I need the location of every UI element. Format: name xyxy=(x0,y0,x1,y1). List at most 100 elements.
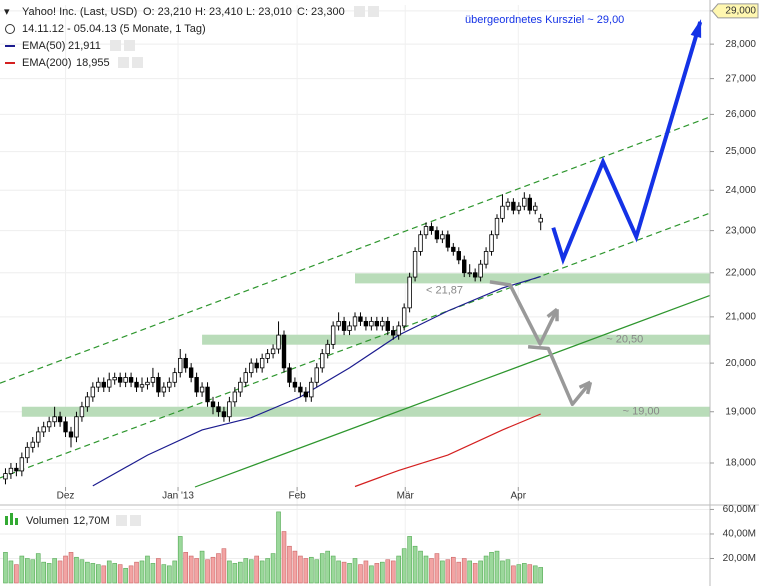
volume-bar xyxy=(265,558,270,584)
volume-bar xyxy=(319,553,325,584)
volume-bar xyxy=(303,558,309,584)
candle-body xyxy=(374,320,380,327)
candle-body xyxy=(161,386,167,393)
volume-tick-label: 20,00M xyxy=(723,553,756,564)
trendline xyxy=(194,294,711,488)
close-icon[interactable] xyxy=(368,6,379,17)
candle-body xyxy=(538,217,543,223)
symbol: Yahoo! Inc. (Last, USD) xyxy=(22,6,137,18)
plot-layer: < 21,87 ~ 20,50 ~ 19,00 xyxy=(0,19,711,584)
candle-body xyxy=(429,226,434,232)
candle-body xyxy=(494,217,500,236)
volume-bar xyxy=(363,560,369,584)
candle-body xyxy=(309,381,314,398)
volume-bar xyxy=(341,561,347,584)
candle-body xyxy=(320,353,325,369)
candle-body xyxy=(57,416,63,423)
settings-icon[interactable] xyxy=(354,6,365,17)
candle-body xyxy=(221,411,227,418)
candle-body xyxy=(30,441,35,448)
close-icon[interactable] xyxy=(130,515,141,526)
y-tick-label: 26,000 xyxy=(725,109,756,120)
volume-bar xyxy=(57,560,63,584)
candle-body xyxy=(249,362,254,374)
candle-body xyxy=(363,320,369,327)
volume-legend: Volumen 12,70M xyxy=(5,513,141,527)
settings-icon[interactable] xyxy=(110,40,121,51)
date-range: 14.11.12 - 05.04.13 (5 Monate, 1 Tag) xyxy=(22,23,206,35)
candle-body xyxy=(123,377,128,383)
candle-body xyxy=(117,377,123,383)
candle-body xyxy=(194,377,199,393)
candle-body xyxy=(36,431,41,443)
candle-body xyxy=(505,201,511,207)
settings-icon[interactable] xyxy=(116,515,127,526)
candle-body xyxy=(210,401,216,408)
volume-bar xyxy=(500,560,505,584)
support-band xyxy=(202,334,711,345)
candle-body xyxy=(46,421,52,428)
volume-bar xyxy=(516,564,522,584)
y-tick-label: 19,000 xyxy=(725,406,756,417)
volume-bar xyxy=(418,550,423,584)
volume-bar xyxy=(380,561,385,584)
candle-body xyxy=(511,201,516,211)
volume-bar xyxy=(325,550,330,584)
volume-bar xyxy=(161,564,167,584)
legend: ▾ Yahoo! Inc. (Last, USD) O: 23,210 H: 2… xyxy=(4,6,379,69)
candle-body xyxy=(287,367,292,383)
volume-label: Volumen xyxy=(26,515,69,527)
candle-body xyxy=(205,386,210,403)
y-tick-label: 21,000 xyxy=(725,312,756,323)
volume-bar xyxy=(298,555,303,584)
candle-body xyxy=(472,272,478,278)
close-icon[interactable] xyxy=(124,40,135,51)
legend-value: 18,955 xyxy=(76,57,110,69)
candle-body xyxy=(145,381,150,386)
candle-body xyxy=(232,391,238,403)
candle-body xyxy=(451,246,456,252)
volume-bar xyxy=(112,563,117,584)
candle-body xyxy=(101,381,106,388)
price-tag xyxy=(711,3,759,19)
volume-bar xyxy=(374,563,380,584)
volume-bar xyxy=(46,563,52,584)
settings-icon[interactable] xyxy=(118,57,129,68)
volume-bar xyxy=(221,548,227,584)
candle-body xyxy=(462,259,467,274)
trendline xyxy=(0,212,711,479)
y-tick-label: 20,000 xyxy=(725,358,756,369)
volume-bar xyxy=(259,560,265,584)
volume-bar xyxy=(352,558,358,584)
volume-bar xyxy=(369,565,374,584)
candle-body xyxy=(407,276,412,309)
volume-bar xyxy=(101,565,107,584)
candle-body xyxy=(434,230,440,240)
close-value: C: 23,300 xyxy=(297,6,345,18)
volume-tick-label: 40,00M xyxy=(723,529,756,540)
volume-bar xyxy=(412,545,418,584)
volume-icon xyxy=(5,516,8,525)
candle-body xyxy=(25,446,30,459)
volume-bar xyxy=(292,550,298,584)
volume-bar xyxy=(85,561,90,584)
volume-bar xyxy=(440,560,445,584)
volume-bar xyxy=(281,531,287,584)
arrow-head xyxy=(546,307,559,322)
candle-body xyxy=(270,348,276,355)
volume-bar xyxy=(522,563,527,584)
volume-bar xyxy=(505,559,511,584)
volume-bar xyxy=(456,561,462,584)
x-tick-label: Feb xyxy=(288,491,306,502)
volume-bar xyxy=(167,565,172,584)
candle-body xyxy=(63,421,68,433)
y-tick-label: 28,000 xyxy=(725,39,756,50)
volume-bar xyxy=(254,555,259,584)
ema-line xyxy=(92,276,541,487)
close-icon[interactable] xyxy=(132,57,143,68)
volume-bar xyxy=(123,567,128,584)
volume-bar xyxy=(314,559,320,584)
volume-bar xyxy=(401,548,407,584)
expand-icon[interactable]: ▾ xyxy=(4,6,10,18)
candle-body xyxy=(396,325,401,336)
